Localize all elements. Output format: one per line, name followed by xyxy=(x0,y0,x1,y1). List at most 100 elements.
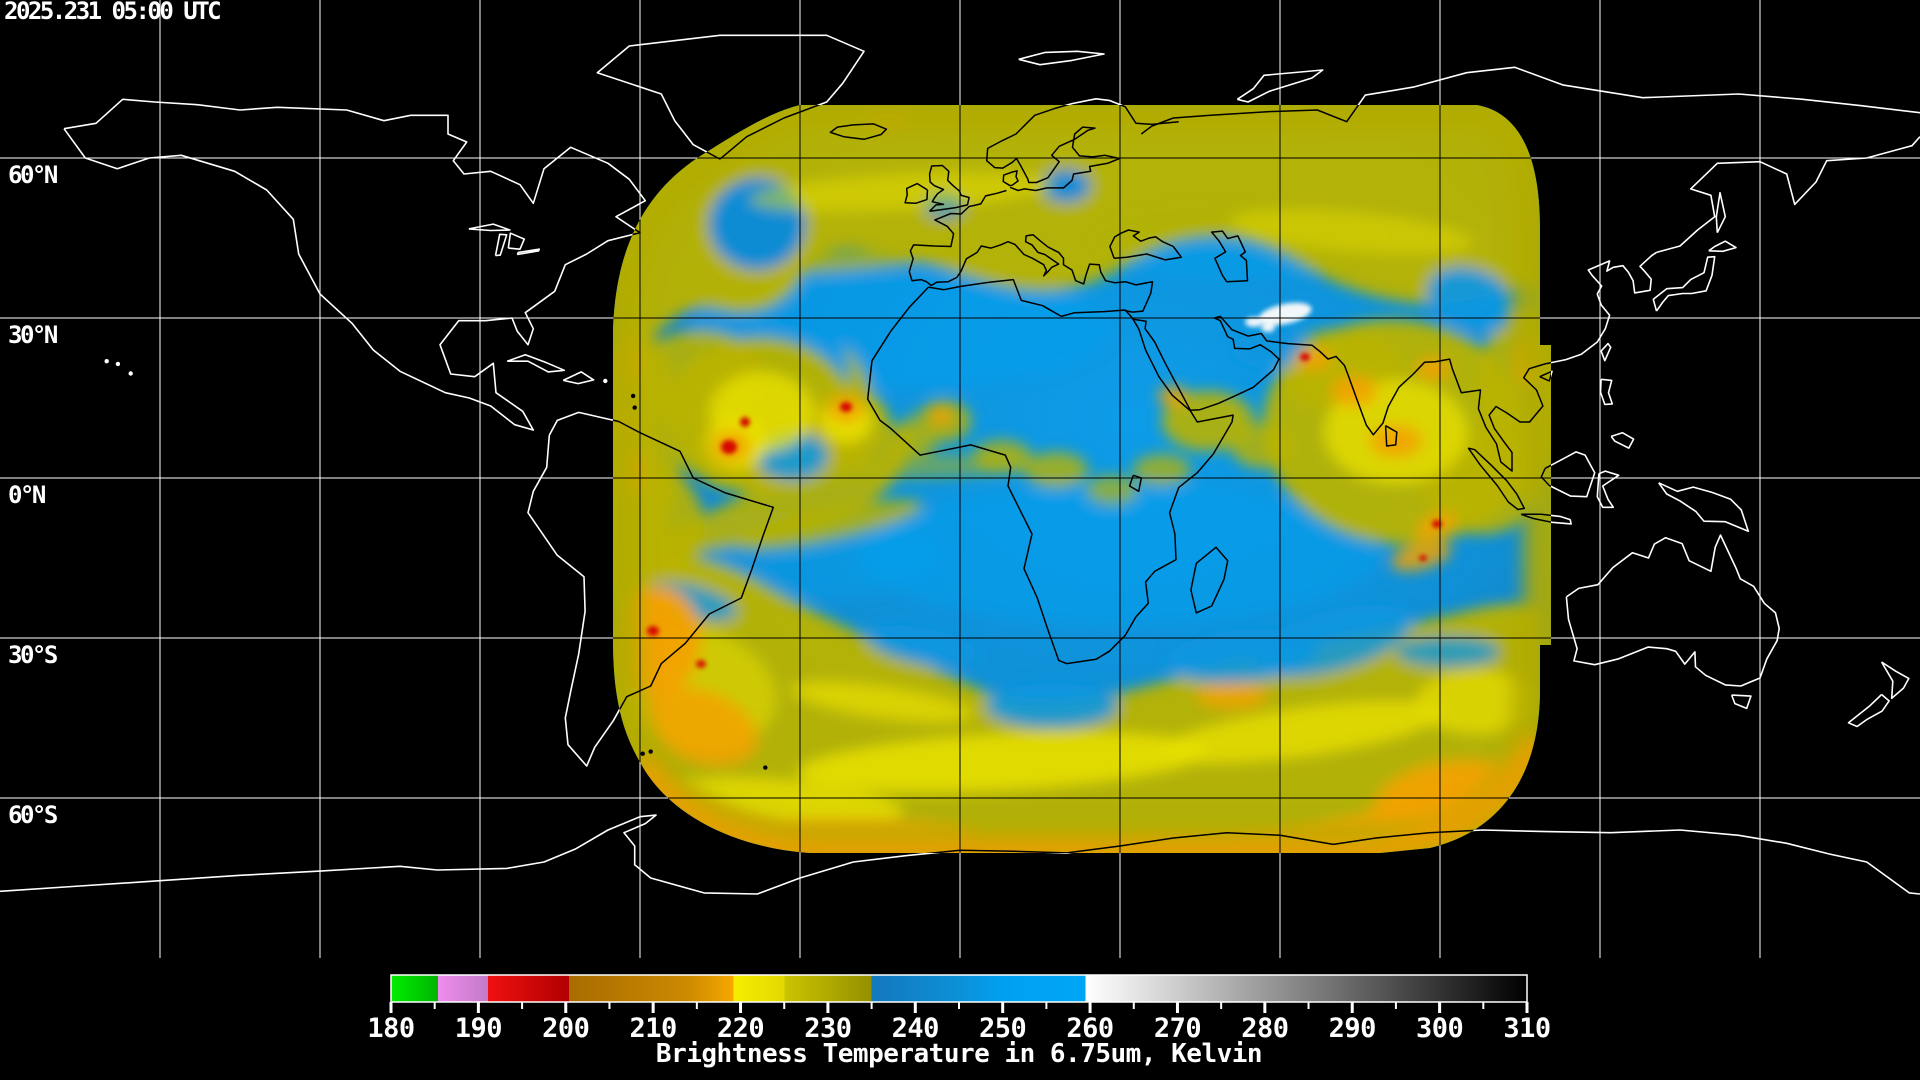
coastline-path xyxy=(904,182,929,205)
cloud-blob xyxy=(696,660,706,668)
island-dot xyxy=(763,765,768,770)
colorbar-tick-label: 190 xyxy=(455,1013,502,1044)
cloud-blob xyxy=(737,500,923,550)
cloud-blob xyxy=(705,250,955,276)
island-dot xyxy=(115,361,121,367)
coastline-path xyxy=(1140,105,1551,135)
satellite-swath xyxy=(0,0,1920,958)
island-dot xyxy=(630,393,636,399)
coastline-path xyxy=(1880,661,1910,700)
colorbar-tick-label: 280 xyxy=(1241,1013,1288,1044)
coastline-path xyxy=(1610,431,1635,449)
colorbar-tick-label: 290 xyxy=(1329,1013,1376,1044)
island-dot xyxy=(128,371,133,376)
island-dot xyxy=(640,751,645,756)
cloud-blob xyxy=(866,625,978,667)
coastline-path xyxy=(494,233,508,257)
coastline-path xyxy=(1109,229,1183,261)
cloud-blob xyxy=(876,423,936,459)
coastline-path xyxy=(1708,240,1737,253)
coastline-path xyxy=(1565,534,1780,687)
coastline-path xyxy=(1210,230,1249,283)
cloud-blob xyxy=(1396,637,1500,667)
coastline-path xyxy=(1596,470,1620,509)
colorbar-tick-label: 210 xyxy=(630,1013,677,1044)
cloud-blob xyxy=(721,440,737,454)
coastline-path xyxy=(613,411,775,767)
colorbar-ticks xyxy=(389,1002,1529,1013)
lat-label: 30°N xyxy=(8,321,58,349)
cloud-blob xyxy=(1133,454,1191,486)
colorbar-tick-label: 260 xyxy=(1066,1013,1113,1044)
colorbar-tick-labels: 180 190 200 210 220 230 240 250 260 270 280 290 300 3… xyxy=(367,1013,1551,1044)
coastline-path xyxy=(1128,474,1143,493)
coastline-path xyxy=(985,105,1179,192)
graticule-inside xyxy=(0,0,1920,958)
cloud-blob xyxy=(750,172,1054,212)
lat-label: 60°S xyxy=(8,801,58,829)
cloud-blob xyxy=(1161,701,1443,763)
latitude-labels: 60°N 30°N 0°N 30°S 60°S xyxy=(8,161,60,829)
cloud-blob xyxy=(1232,332,1308,368)
colorbar-gradient-bar xyxy=(390,974,1528,1003)
coastline-path xyxy=(1520,513,1551,525)
colorbar-tick-label: 300 xyxy=(1416,1013,1463,1044)
cloud-blob xyxy=(1293,348,1331,370)
coastline-path xyxy=(1236,69,1324,103)
colorbar-tick-label: 310 xyxy=(1503,1013,1550,1044)
island-dot xyxy=(603,378,608,384)
cloud-blob xyxy=(1252,605,1412,677)
coastline-path xyxy=(562,371,595,385)
cloud-blob xyxy=(1419,555,1427,561)
cloud-blob xyxy=(1416,670,1540,734)
coastline-path xyxy=(1132,251,1551,472)
coastline-path xyxy=(928,164,970,213)
coastline-path xyxy=(1539,370,1551,382)
coastline-path xyxy=(1467,447,1526,511)
coastline-path xyxy=(1715,191,1727,234)
coastline-path xyxy=(1600,342,1612,362)
colorbar-tick-label: 250 xyxy=(979,1013,1026,1044)
cloud-blob xyxy=(620,345,915,560)
coastline-path xyxy=(1599,378,1614,406)
coastline-path xyxy=(506,354,566,373)
coastline-path xyxy=(1540,451,1551,498)
colorbar-tick-label: 240 xyxy=(892,1013,939,1044)
timestamp-label: 2025.231 05:00 UTC xyxy=(4,0,220,25)
coastline-path xyxy=(1658,482,1750,533)
colorbar-tick-label: 230 xyxy=(804,1013,851,1044)
cloud-blob xyxy=(790,681,974,723)
cloud-blob xyxy=(1245,317,1263,327)
cloud-blob xyxy=(930,407,952,425)
cloud-blob xyxy=(1230,209,1474,255)
cloud-blob xyxy=(642,686,758,766)
cloud-blob xyxy=(1258,302,1312,326)
coastline-path xyxy=(468,223,511,232)
swath-convection-cores xyxy=(647,302,1442,668)
coastline-path xyxy=(0,814,1920,895)
colorbar-tick-label: 200 xyxy=(542,1013,589,1044)
coastline-path xyxy=(1652,255,1716,312)
lat-label: 0°N xyxy=(8,481,46,509)
cloud-blob xyxy=(1086,475,1138,505)
cloud-blob xyxy=(740,417,750,427)
coastline-path xyxy=(1018,50,1105,66)
lat-label: 60°N xyxy=(8,161,58,189)
cloud-blob xyxy=(1024,452,1088,488)
swath-cloud-field xyxy=(613,105,1551,853)
coastline-path xyxy=(1002,170,1019,187)
coastline-path xyxy=(516,248,540,256)
island-dot xyxy=(632,405,637,410)
cloud-blob xyxy=(1261,324,1275,332)
coastline-path xyxy=(1190,546,1229,614)
cloud-blob xyxy=(840,402,852,412)
cloud-blob xyxy=(1196,683,1268,709)
cloud-blob xyxy=(797,732,1207,792)
island-dot xyxy=(648,749,653,754)
cloud-blob xyxy=(1300,353,1310,361)
colorbar: 180 190 200 210 220 230 240 250 260 270 280 290 300 3… xyxy=(367,974,1551,1069)
island-dot xyxy=(104,359,109,364)
coastline-path xyxy=(1656,136,1920,254)
